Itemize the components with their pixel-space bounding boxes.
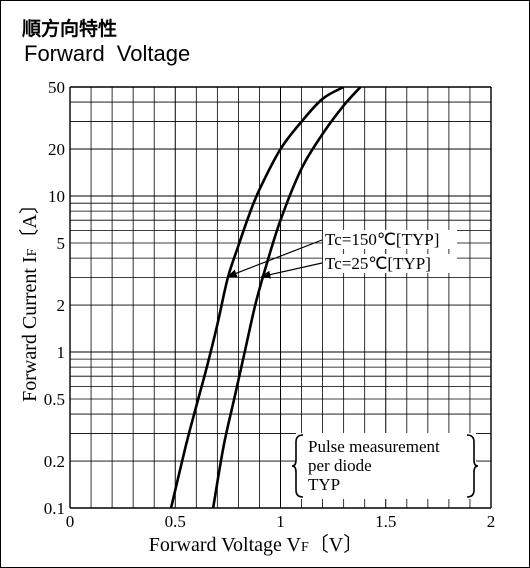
annotation-arrow — [226, 239, 323, 278]
x-tick-label: 1 — [276, 512, 285, 531]
note-background — [296, 433, 476, 499]
y-tick-label: 1 — [57, 343, 66, 362]
x-axis-label-main: Forward Voltage V — [149, 534, 302, 556]
y-tick-label: 50 — [48, 78, 65, 97]
y-axis-label-main: Forward Current I — [19, 256, 41, 402]
y-tick-label: 5 — [57, 234, 66, 253]
series-lines — [169, 87, 362, 508]
y-axis-label-unit: 〔A〕 — [18, 194, 41, 248]
y-tick-label: 0.1 — [44, 499, 65, 518]
x-tick-labels: 0 0.5 1 1.5 2 — [66, 512, 496, 531]
annotation-background — [323, 254, 457, 273]
x-axis-label: Forward Voltage VF〔V〕 — [149, 533, 363, 556]
x-tick-label: 1.5 — [375, 512, 396, 531]
y-tick-label: 20 — [48, 140, 65, 159]
y-tick-label: 0.2 — [44, 452, 65, 471]
x-axis-label-unit: 〔V〕 — [309, 533, 363, 556]
annotation-background — [323, 230, 457, 249]
y-axis-label: Forward Current IF〔A〕 — [18, 194, 41, 402]
x-tick-label: 2 — [487, 512, 496, 531]
y-tick-label: 2 — [57, 296, 66, 315]
chart-title: Forward Voltage — [24, 41, 191, 66]
note-right-bracket — [466, 434, 479, 498]
note-left-bracket — [291, 434, 304, 498]
series-line-tc-25 — [211, 87, 362, 508]
x-tick-label: 0.5 — [165, 512, 186, 531]
x-tick-label: 0 — [66, 512, 75, 531]
note-line-3: TYP — [308, 475, 340, 494]
series-line-tc-150 — [169, 87, 345, 508]
y-tick-label: 0.5 — [44, 390, 65, 409]
y-tick-labels: 0.1 0.2 0.5 1 2 5 10 20 50 — [44, 78, 65, 518]
note-line-1: Pulse measurement — [308, 437, 440, 456]
note-line-2: per diode — [308, 456, 372, 475]
annotation-label: Tc=150℃[TYP] — [325, 230, 439, 249]
annotations: Tc=150℃[TYP] Tc=25℃[TYP] — [226, 230, 457, 279]
y-axis-label-subscript: F — [25, 248, 40, 256]
x-axis-label-subscript: F — [301, 540, 309, 555]
measurement-note: Pulse measurement per diode TYP — [291, 433, 479, 499]
y-tick-label: 10 — [48, 187, 65, 206]
annotation-label: Tc=25℃[TYP] — [325, 254, 431, 273]
chart-title-japanese: 順方向特性 — [22, 18, 118, 40]
annotation-arrow — [260, 262, 323, 279]
